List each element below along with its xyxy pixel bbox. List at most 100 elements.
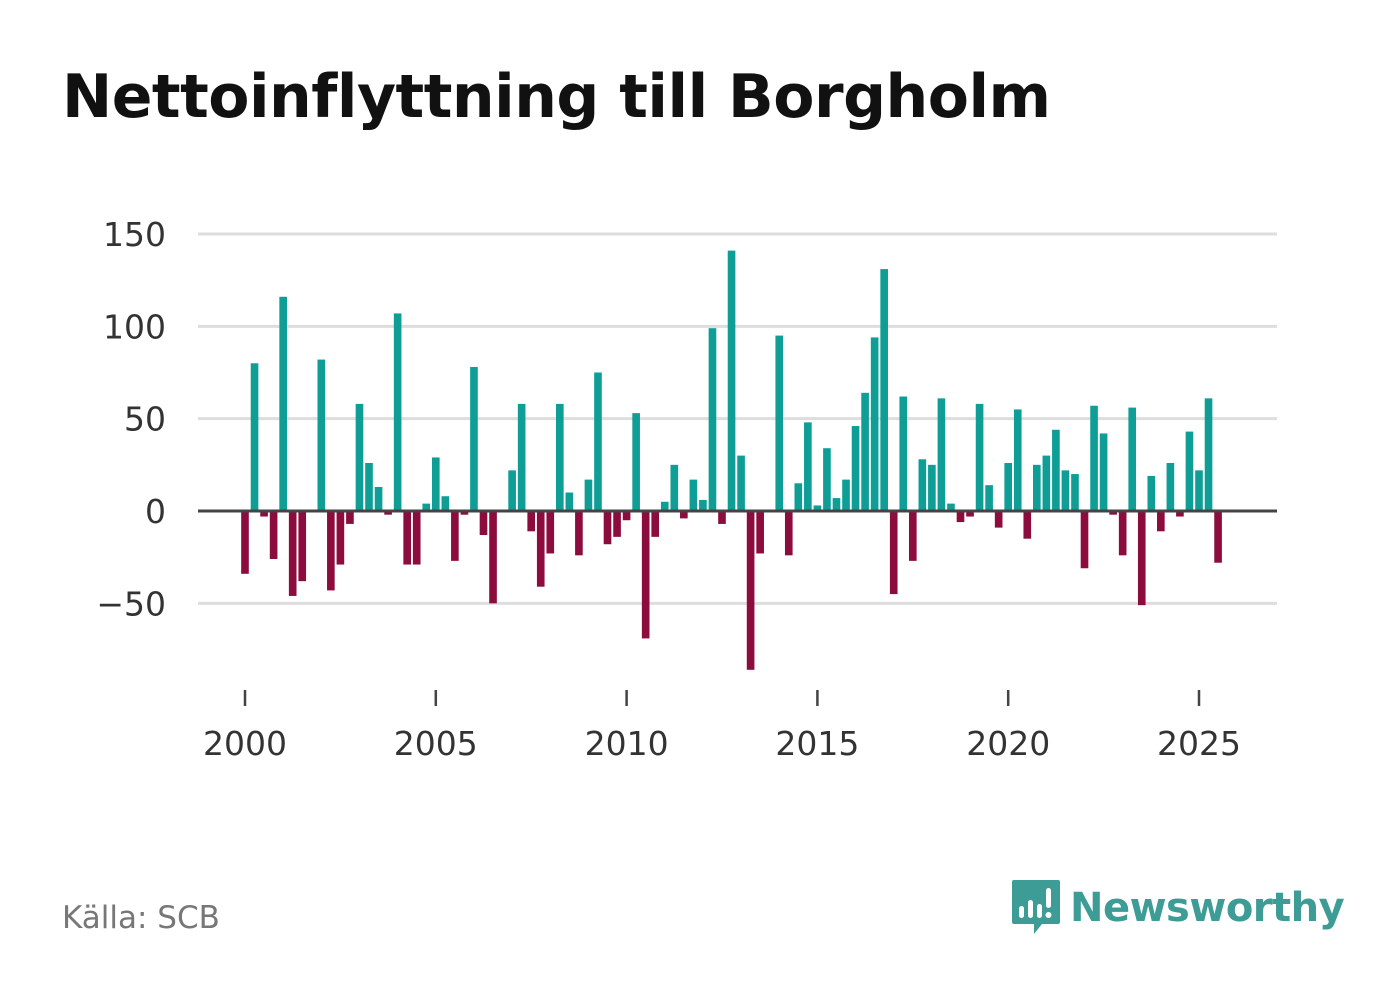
bar: [412, 511, 421, 565]
bar: [699, 499, 707, 511]
bar: [279, 296, 287, 511]
x-tick-label: 2000: [203, 724, 287, 763]
bar: [393, 313, 402, 511]
bar: [775, 335, 784, 511]
bar: [966, 511, 974, 517]
bar: [355, 403, 364, 511]
bar: [689, 479, 698, 511]
bar: [384, 511, 392, 515]
bar: [479, 511, 488, 536]
bar: [1166, 462, 1175, 511]
bar: [288, 511, 297, 596]
y-tick-label: 0: [145, 492, 166, 531]
y-tick-label: 100: [103, 307, 166, 346]
bar: [937, 398, 946, 511]
bar: [250, 363, 259, 511]
bar: [1023, 511, 1032, 539]
bar: [241, 511, 249, 574]
y-tick-label: 50: [124, 400, 166, 439]
bar: [489, 511, 497, 604]
bar: [794, 483, 803, 511]
bar: [641, 511, 650, 639]
bar: [851, 426, 860, 511]
x-axis: 2000 2005 2010 2015 2020 2025: [203, 690, 1241, 763]
bar: [832, 498, 841, 511]
bar: [975, 403, 984, 511]
bar: [565, 492, 574, 511]
y-tick-label: 150: [103, 215, 166, 254]
bar: [928, 464, 936, 511]
bar: [1147, 475, 1156, 511]
bar: [403, 511, 411, 565]
bar: [1004, 462, 1013, 511]
bar: [908, 511, 917, 561]
bar: [1061, 470, 1070, 511]
bar: [985, 485, 993, 511]
x-tick-label: 2020: [966, 724, 1050, 763]
chart-title: Nettoinflyttning till Borgholm: [62, 62, 1051, 132]
bar: [346, 511, 354, 524]
bar: [918, 459, 927, 511]
y-tick-label: −50: [96, 584, 166, 623]
bar: [804, 422, 812, 511]
x-tick-label: 2025: [1157, 724, 1241, 763]
bar: [613, 511, 621, 537]
bar: [1214, 511, 1222, 563]
bar: [670, 464, 679, 511]
bar: [527, 511, 536, 532]
bar: [327, 511, 335, 591]
bar: [870, 337, 879, 511]
bar: [889, 511, 898, 595]
bar: [956, 511, 965, 523]
bar: [947, 503, 955, 511]
bar: [1042, 455, 1051, 511]
bar: [1033, 464, 1041, 511]
bar: [508, 470, 516, 511]
bar: [517, 403, 526, 511]
bar: [470, 366, 478, 511]
bar: [536, 511, 545, 587]
bar: [584, 479, 593, 511]
bar: [460, 511, 469, 515]
bar: [575, 511, 583, 556]
bar: [1090, 405, 1098, 511]
bar: [1195, 470, 1203, 511]
bar: [994, 511, 1003, 528]
bar: [1013, 409, 1022, 511]
bar: [708, 328, 717, 511]
x-tick-label: 2015: [775, 724, 859, 763]
bar: [1185, 431, 1194, 511]
bar: [336, 511, 345, 565]
bar: [651, 511, 660, 537]
bar: [1157, 511, 1165, 532]
bar: [451, 511, 459, 561]
bar: [431, 457, 440, 511]
newsworthy-icon: [1012, 880, 1060, 934]
bar: [1099, 433, 1108, 511]
bar: [546, 511, 555, 554]
bar: [784, 511, 793, 556]
source-label: Källa: SCB: [62, 900, 220, 936]
bars: [241, 250, 1222, 670]
bar: [1118, 511, 1127, 556]
bar: [298, 511, 307, 582]
bar: [1080, 511, 1089, 569]
bar: [1176, 511, 1184, 517]
bar: [1052, 429, 1060, 511]
bar: [899, 396, 908, 511]
bar: [727, 250, 736, 511]
brand-name: Newsworthy: [1070, 885, 1345, 931]
bar: [1109, 511, 1117, 515]
y-axis: 150 100 50 0 −50: [96, 215, 166, 623]
bar: [880, 269, 888, 511]
bar: [374, 486, 383, 511]
bar: [1128, 407, 1137, 511]
x-tick-label: 2005: [394, 724, 478, 763]
bar: [622, 511, 631, 521]
bar: [365, 462, 373, 511]
newsworthy-logo: Newsworthy: [1010, 878, 1345, 938]
bar: [660, 501, 669, 511]
bar: [317, 359, 326, 511]
bar: [260, 511, 268, 517]
